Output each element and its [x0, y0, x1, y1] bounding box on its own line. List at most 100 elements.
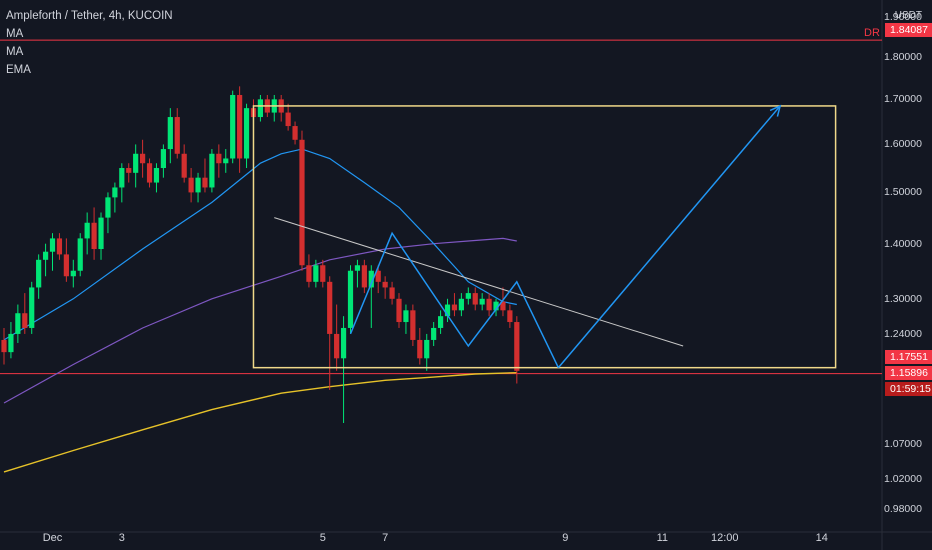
candle-up [49, 238, 56, 252]
candle-up [29, 287, 35, 328]
candle-up [15, 313, 21, 334]
candle-down [91, 222, 97, 250]
candle-down [63, 254, 69, 277]
projection-arrow [557, 105, 781, 369]
candle-up [458, 298, 464, 311]
candle-up [340, 327, 347, 359]
candle-up [257, 99, 264, 118]
indicator-ema[interactable]: EMA [6, 64, 31, 76]
chart-legend: Ampleforth / Tether, 4h, KUCOIN MA MA EM… [6, 7, 173, 79]
candle-up [133, 153, 139, 173]
candle-down [327, 281, 333, 334]
candle-up [84, 222, 90, 239]
last-price-tag: 1.17551 [885, 350, 932, 364]
candle-up [479, 298, 485, 305]
candle-up [437, 316, 444, 328]
candle-down [320, 265, 326, 282]
price-tick-label: 1.70000 [884, 93, 922, 106]
candle-down [181, 153, 187, 178]
candle-up [209, 153, 215, 188]
candle-up [70, 270, 76, 277]
ema-line [3, 372, 517, 473]
top-level-price-tag: 1.84087 [885, 23, 932, 37]
price-tick-label: 1.80000 [884, 50, 922, 63]
candle-up [77, 238, 83, 271]
price-tick-label: 1.30000 [884, 292, 922, 305]
candle-down [216, 153, 222, 164]
candle-up [403, 310, 409, 323]
indicator-ma-1[interactable]: MA [6, 28, 24, 40]
candle-up [160, 149, 166, 169]
candle-up [493, 301, 499, 311]
price-tick-label: 0.98000 [884, 502, 922, 515]
time-tick-label: 3 [118, 532, 125, 544]
candle-down [507, 310, 513, 323]
ma-value-tag: 1.15896 [885, 366, 932, 380]
candle-up [431, 327, 437, 340]
candle-down [389, 287, 395, 299]
range-rectangle [252, 105, 837, 369]
candle-down [514, 322, 520, 371]
candle-down [375, 270, 381, 282]
candle-up [465, 293, 471, 299]
candle-up [153, 168, 160, 183]
candle-down [299, 139, 305, 266]
candle-up [42, 251, 49, 260]
candle-down [202, 177, 208, 188]
time-tick-label: 11 [656, 532, 669, 544]
candle-down [396, 298, 402, 323]
projection-arrow-head [769, 104, 782, 117]
candle-down [174, 117, 180, 154]
time-tick-label: 14 [815, 532, 828, 544]
candle-up [354, 265, 361, 271]
candle-down [306, 265, 312, 282]
candle-up [368, 270, 374, 288]
candle-down [472, 293, 478, 305]
price-tick-label: 1.60000 [884, 138, 922, 151]
candle-up [105, 197, 111, 218]
candle-up [223, 158, 229, 164]
ma-fast-line [3, 148, 517, 341]
price-tick-label: 1.07000 [884, 437, 922, 450]
symbol-title: Ampleforth / Tether, 4h, KUCOIN [6, 10, 173, 22]
candle-up [167, 117, 173, 150]
candle-down [486, 298, 492, 311]
price-tick-label: 1.02000 [884, 473, 922, 486]
candle-up [98, 217, 104, 250]
time-tick-label: 12:00 [710, 532, 739, 544]
candle-up [313, 265, 319, 282]
candle-up [119, 168, 125, 188]
zigzag-pattern [349, 231, 560, 369]
candle-down [56, 238, 63, 255]
countdown-tag: 01:59:15 [885, 382, 932, 396]
indicator-ma-2[interactable]: MA [6, 46, 24, 58]
candle-down [500, 301, 506, 311]
candle-down [410, 310, 416, 340]
candle-up [195, 177, 201, 193]
candle-up [424, 339, 430, 359]
candle-down [382, 281, 388, 288]
ma-slow-line [3, 237, 517, 404]
candle-up [8, 333, 14, 353]
candle-up [347, 270, 354, 328]
candle-down [417, 339, 423, 359]
candle-up [112, 187, 118, 198]
descending-trendline [274, 217, 684, 347]
price-tick-label: 1.90000 [884, 10, 922, 23]
candle-down [1, 339, 7, 353]
dr-label: DR [864, 27, 880, 39]
candle-down [361, 265, 367, 288]
candle-up [36, 259, 42, 288]
price-tick-label: 1.24000 [884, 327, 922, 340]
candle-down [334, 333, 340, 359]
price-tick-label: 1.40000 [884, 237, 922, 250]
time-tick-label: 9 [562, 532, 569, 544]
candle-down [140, 153, 146, 164]
candle-up [444, 304, 451, 317]
candle-down [126, 168, 132, 173]
candle-down [188, 177, 194, 193]
time-tick-label: 5 [319, 532, 326, 544]
candle-down [22, 313, 28, 328]
price-unit-label: USDT [894, 10, 922, 21]
